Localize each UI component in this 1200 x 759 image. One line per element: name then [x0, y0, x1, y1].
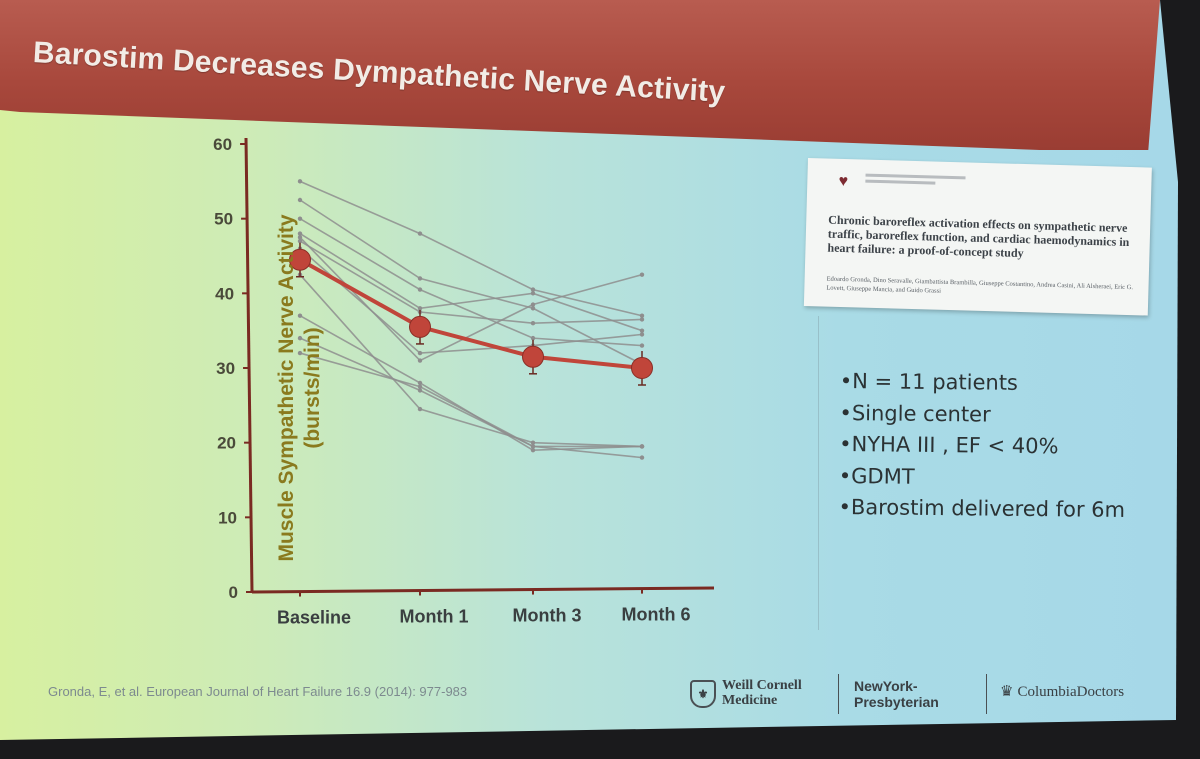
- individual-lines: [297, 179, 645, 460]
- bullet-list: N = 11 patients Single center NYHA III ,…: [838, 366, 1140, 527]
- patient-line: [299, 247, 643, 354]
- weill-line2: Medicine: [722, 693, 778, 708]
- citation: Gronda, E, et al. European Journal of He…: [48, 684, 468, 699]
- patient-point: [530, 440, 536, 445]
- weill-crest-icon: ⚜: [690, 680, 716, 708]
- patient-point: [639, 455, 645, 460]
- y-axis-title-line1: Muscle Sympathetic Nerve Activity: [275, 214, 298, 562]
- patient-point: [297, 350, 303, 356]
- y-tick-label: 60: [213, 135, 232, 154]
- nyp-line1: NewYork-: [854, 678, 918, 694]
- mean-line: [289, 242, 653, 386]
- bullet-item: NYHA III , EF < 40%: [839, 429, 1139, 464]
- patient-point: [530, 444, 536, 449]
- column-divider: [818, 316, 819, 630]
- y-axis-line: [244, 137, 254, 593]
- y-tick-label: 0: [229, 583, 238, 602]
- patient-point: [530, 306, 536, 311]
- patient-point: [417, 231, 423, 236]
- columbia-doctors-logo: ♛ ColumbiaDoctors: [1000, 682, 1124, 701]
- patient-point: [297, 231, 303, 236]
- paper-authors: Edoardo Gronda, Dino Seravalle, Giambatt…: [826, 275, 1134, 295]
- patient-point: [530, 447, 536, 453]
- patient-point: [639, 272, 645, 277]
- patient-point: [417, 406, 423, 412]
- chart-axes: [240, 137, 715, 597]
- nyp-logo: NewYork- Presbyterian: [854, 678, 939, 710]
- patient-point: [530, 321, 536, 326]
- patient-point: [297, 238, 303, 244]
- patient-point: [530, 291, 536, 296]
- patient-point: [417, 276, 423, 281]
- patient-point: [530, 335, 536, 341]
- weill-line1: Weill Cornell: [722, 678, 802, 693]
- y-tick-label: 30: [216, 359, 235, 378]
- patient-point: [417, 306, 423, 311]
- x-tick-label: Month 1: [400, 607, 469, 627]
- x-tick-label: Month 3: [513, 606, 582, 626]
- patient-line: [299, 217, 643, 347]
- mean-point: [631, 357, 653, 379]
- patient-line: [299, 199, 643, 365]
- paper-title: Chronic baroreflex activation effects on…: [827, 212, 1130, 261]
- patient-point: [417, 388, 423, 393]
- logo-divider: [986, 674, 987, 714]
- patient-point: [417, 287, 423, 292]
- patient-point: [639, 332, 645, 337]
- patient-point: [297, 179, 303, 184]
- crown-icon: ♛: [1000, 684, 1014, 700]
- bullet-item: Single center: [839, 397, 1139, 432]
- patient-point: [417, 384, 423, 389]
- patient-line: [299, 232, 643, 332]
- y-axis-title-line2: (bursts/min): [301, 327, 324, 449]
- patient-point: [417, 358, 423, 363]
- patient-point: [639, 444, 645, 449]
- patient-point: [417, 350, 423, 356]
- patient-line: [299, 180, 643, 317]
- mean-point: [522, 345, 544, 368]
- patient-line: [299, 236, 643, 362]
- y-tick-label: 10: [218, 508, 237, 527]
- columbia-text: ColumbiaDoctors: [1017, 684, 1125, 700]
- y-axis-title: Muscle Sympathetic Nerve Activity (burst…: [274, 168, 326, 608]
- patient-point: [639, 313, 645, 318]
- y-tick-label: 20: [217, 434, 236, 453]
- logo-divider: [838, 674, 839, 714]
- patient-line: [299, 352, 642, 448]
- y-tick-label: 40: [215, 284, 234, 303]
- bullet-item: Barostim delivered for 6m: [838, 492, 1138, 527]
- x-axis-line: [251, 586, 715, 594]
- patient-point: [530, 302, 536, 307]
- tick-labels: 0 10 20 30 40 50 60 Baseline Month 1 Month 3 Month…: [213, 135, 690, 628]
- patient-point: [639, 328, 645, 333]
- patient-point: [417, 380, 423, 386]
- patient-line: [299, 337, 643, 459]
- paper-thumbnail: ♥ Chronic baroreflex activation effects …: [803, 158, 1152, 316]
- x-tick-label: Baseline: [277, 608, 351, 628]
- patient-point: [297, 313, 303, 318]
- patient-line: [299, 240, 643, 325]
- mean-point: [409, 315, 431, 338]
- mean-point: [289, 248, 311, 271]
- nyp-line2: Presbyterian: [854, 694, 939, 710]
- bullet-item: GDMT: [839, 460, 1139, 495]
- patient-point: [297, 235, 303, 240]
- patient-point: [297, 335, 303, 341]
- patient-point: [639, 317, 645, 322]
- y-tick-label: 50: [214, 210, 233, 229]
- patient-line: [299, 274, 643, 448]
- x-tick-label: Month 6: [622, 605, 691, 625]
- journal-header-lines: [865, 173, 966, 189]
- patient-point: [639, 343, 645, 348]
- patient-point: [297, 216, 303, 221]
- patient-point: [530, 287, 536, 292]
- mean-line-path: [299, 257, 643, 370]
- patient-point: [297, 197, 303, 203]
- journal-heart-icon: ♥: [838, 172, 849, 191]
- bullet-item: N = 11 patients: [840, 366, 1140, 401]
